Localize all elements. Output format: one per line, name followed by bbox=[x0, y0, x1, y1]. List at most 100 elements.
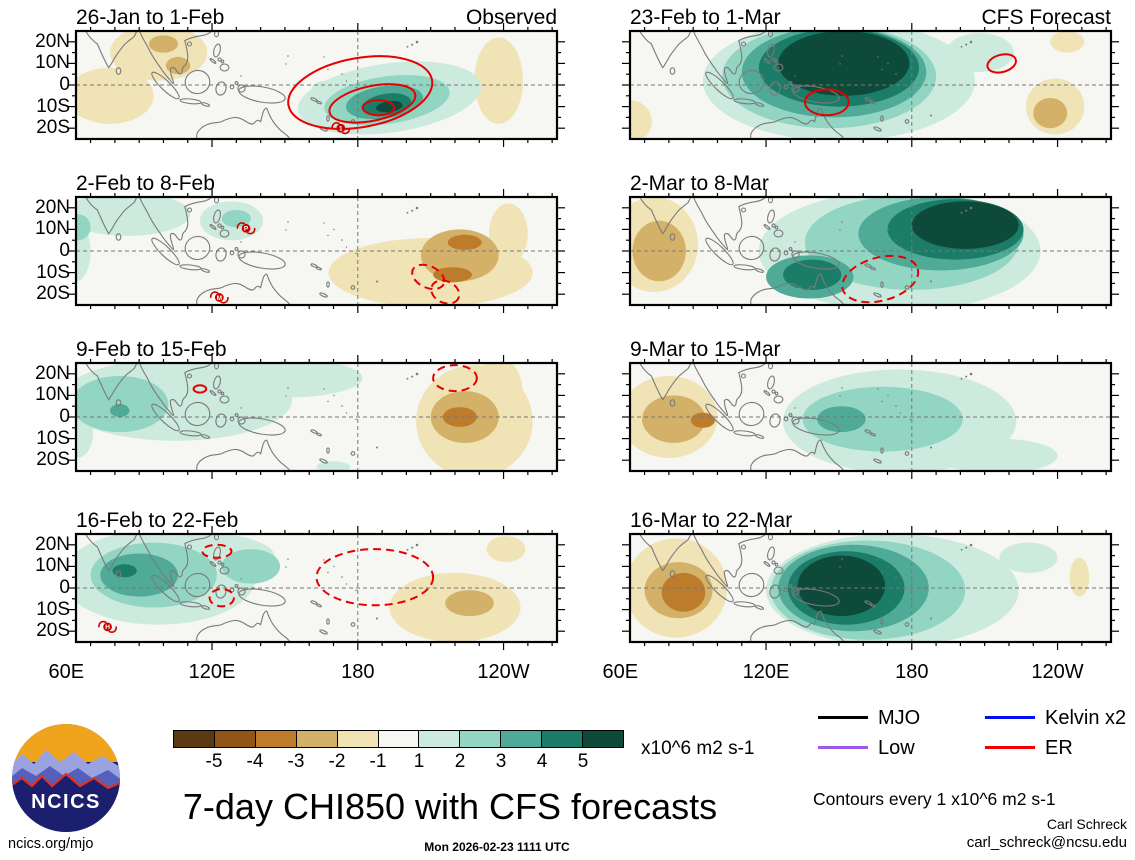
er-contour bbox=[841, 254, 920, 304]
anomaly-blob bbox=[76, 214, 91, 241]
legend-label: Low bbox=[878, 737, 915, 759]
svg-text:P: P bbox=[244, 226, 249, 233]
anomaly-blob bbox=[76, 375, 169, 433]
panel-title: 16-Feb to 22-Feb bbox=[76, 508, 557, 532]
lat-label: 10S bbox=[36, 95, 70, 117]
er-contour bbox=[287, 55, 434, 130]
panel-title: 26-Jan to 1-Feb Observed bbox=[76, 5, 557, 29]
colorbar-cell bbox=[296, 730, 338, 748]
colorbar-cell bbox=[337, 730, 379, 748]
svg-text:H: H bbox=[105, 624, 110, 631]
lat-label: 0 bbox=[59, 577, 70, 598]
panel-title: 23-Feb to 1-Mar CFS Forecast bbox=[630, 5, 1111, 29]
anomaly-blob bbox=[112, 564, 137, 578]
lon-label: 60E bbox=[602, 661, 639, 683]
er-contour bbox=[201, 543, 233, 559]
lat-label: 20N bbox=[35, 30, 70, 52]
anomaly-blob bbox=[376, 100, 403, 113]
colorbar-cell bbox=[419, 730, 461, 748]
colorbar-units: x10^6 m2 s-1 bbox=[641, 738, 755, 759]
colorbar-cell bbox=[583, 730, 624, 748]
logo-sky bbox=[12, 724, 120, 762]
map-panel bbox=[622, 23, 1119, 147]
er-contour bbox=[192, 384, 208, 394]
credit-name: Carl Schreck bbox=[1046, 816, 1127, 832]
lat-label: 10N bbox=[35, 218, 70, 240]
anomaly-blob bbox=[445, 590, 494, 617]
colorbar-tick-label: 3 bbox=[495, 751, 507, 772]
anomaly-blob bbox=[442, 407, 477, 427]
panel-date-range: 16-Feb to 22-Feb bbox=[76, 509, 239, 532]
logo-text: NCICS bbox=[31, 791, 101, 813]
map-panel: H bbox=[68, 526, 565, 650]
legend-label: Kelvin x2 bbox=[1045, 707, 1127, 729]
colorbar-cell bbox=[173, 730, 215, 748]
colorbar-tick-label: 1 bbox=[413, 751, 425, 772]
lat-label: 10N bbox=[35, 555, 70, 577]
lat-label: 10N bbox=[35, 52, 70, 74]
anomaly-blob bbox=[642, 395, 706, 443]
colorbar-cell bbox=[378, 730, 420, 748]
panel-date-range: 16-Mar to 22-Mar bbox=[630, 509, 793, 532]
anomaly-blob bbox=[433, 267, 472, 283]
map-panel bbox=[622, 526, 1119, 650]
anomaly-blob bbox=[630, 100, 652, 139]
anomaly-blob bbox=[110, 31, 208, 81]
colorbar-tick-label: 2 bbox=[454, 751, 466, 772]
colorbar-tick-label: -4 bbox=[246, 751, 264, 772]
colorbar-tick-label: -3 bbox=[287, 751, 305, 772]
anomaly-blob bbox=[221, 549, 281, 584]
contour-note: Contours every 1 x10^6 m2 s-1 bbox=[813, 789, 1056, 809]
anomaly-blob bbox=[911, 201, 1019, 249]
anomaly-blob bbox=[486, 536, 526, 563]
panel-title: 16-Mar to 22-Mar bbox=[630, 508, 1111, 532]
anomaly-blob bbox=[661, 572, 706, 612]
er-contour bbox=[986, 53, 1017, 74]
map-panel: PM bbox=[68, 189, 565, 313]
legend-line-er bbox=[985, 746, 1035, 749]
credit-email: carl_schreck@ncsu.edu bbox=[966, 834, 1127, 851]
anomaly-blob bbox=[1069, 557, 1090, 597]
anomaly-blob bbox=[945, 33, 1014, 73]
er-contour bbox=[361, 99, 396, 117]
panel-title: 9-Feb to 15-Feb bbox=[76, 337, 557, 361]
anomaly-blob bbox=[1050, 31, 1085, 53]
anomaly-blob bbox=[936, 438, 1058, 471]
anomaly-blob bbox=[817, 406, 866, 433]
lat-label: 0 bbox=[59, 74, 70, 95]
er-contour bbox=[315, 548, 435, 607]
panel-date-range: 2-Feb to 8-Feb bbox=[76, 172, 215, 195]
cyclone-icon: H bbox=[98, 620, 117, 633]
panel-source-tag: Observed bbox=[465, 6, 557, 29]
colorbar-tick-label: -1 bbox=[369, 751, 387, 772]
lat-label: 10S bbox=[36, 427, 70, 449]
cyclone-icon: P bbox=[236, 222, 256, 235]
lon-label: 60E bbox=[48, 661, 85, 683]
anomaly-blob bbox=[778, 31, 910, 96]
panel-date-range: 9-Mar to 15-Mar bbox=[630, 338, 781, 361]
colorbar-tick-label: -5 bbox=[205, 751, 223, 772]
anomaly-blob bbox=[474, 37, 523, 124]
anomaly-blob bbox=[447, 234, 482, 250]
lon-label: 120E bbox=[742, 661, 790, 683]
panel-title: 9-Mar to 15-Mar bbox=[630, 337, 1111, 361]
anomaly-blob bbox=[783, 259, 842, 290]
lat-label: 20S bbox=[36, 449, 70, 471]
lat-label: 0 bbox=[59, 240, 70, 261]
anomaly-blob bbox=[488, 203, 528, 264]
panel-date-range: 23-Feb to 1-Mar bbox=[630, 6, 781, 29]
anomaly-blob bbox=[207, 363, 363, 398]
legend-line-mjo bbox=[818, 716, 868, 719]
colorbar-tick-label: 4 bbox=[536, 751, 548, 772]
lat-label: 20S bbox=[36, 283, 70, 305]
anomaly-blob bbox=[802, 386, 963, 452]
logo-ridge-line bbox=[12, 772, 120, 790]
panel-date-range: 26-Jan to 1-Feb bbox=[76, 6, 225, 29]
anomaly-blob bbox=[690, 412, 716, 428]
logo-mountains-front bbox=[12, 774, 120, 832]
anomaly-blob bbox=[1033, 97, 1068, 129]
figure-title: 7-day CHI850 with CFS forecasts bbox=[182, 786, 718, 827]
lat-label: 20N bbox=[35, 362, 70, 384]
svg-text:1: 1 bbox=[339, 126, 343, 133]
